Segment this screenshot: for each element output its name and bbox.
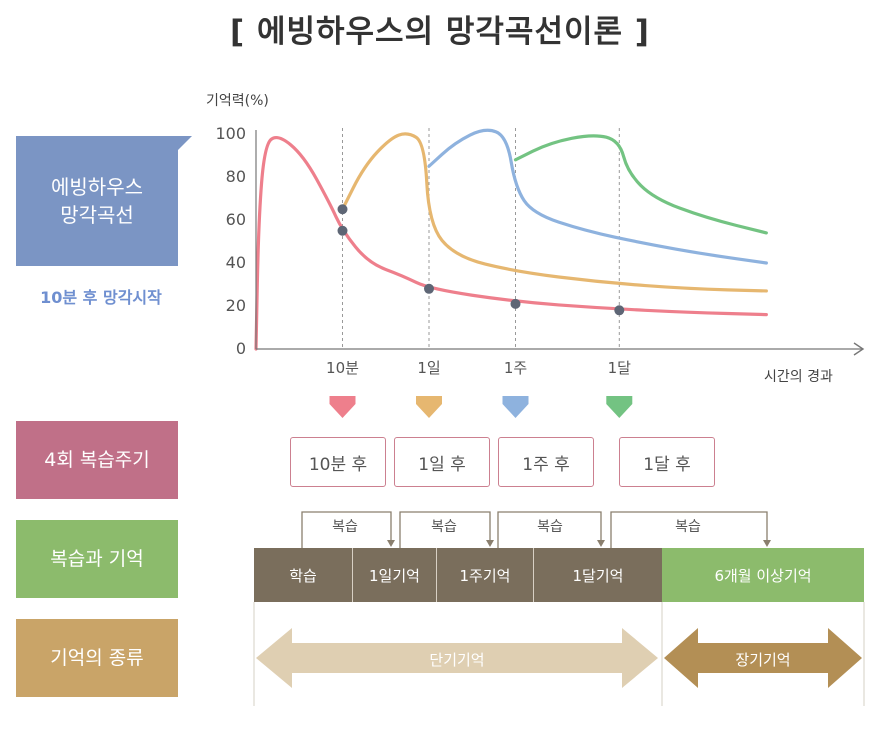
x-axis-arrowhead (853, 342, 865, 356)
review-marker-1 (416, 396, 442, 418)
review-marker-3 (606, 396, 633, 418)
y-tick-label: 40 (225, 253, 246, 272)
side-label-curve-line2: 망각곡선 (60, 203, 134, 227)
short-term-label: 단기기억 (429, 651, 485, 669)
review-box-1day: 1일 후 (394, 437, 490, 487)
review-dot-3 (510, 298, 521, 309)
series-line-1 (340, 132, 768, 293)
x-tick-label: 1일 (417, 359, 441, 377)
x-axis-label: 시간의 경과 (764, 369, 833, 385)
y-tick-label: 100 (215, 124, 246, 143)
y-axis-label: 기억력(%) (206, 93, 269, 109)
short-term-arrow (256, 628, 658, 688)
review-label-3: 복습 (537, 519, 563, 535)
segment-1day: 1일기억 (352, 548, 436, 602)
forgetting-start-note: 10분 후 망각시작 (40, 288, 162, 307)
review-box-1month: 1달 후 (619, 437, 715, 487)
y-tick-label: 0 (235, 339, 246, 358)
review-dot-1 (337, 225, 348, 236)
review-label-4: 복습 (675, 519, 701, 535)
page-title: [ 에빙하우스의 망각곡선이론 ] (230, 14, 650, 50)
review-label-2: 복습 (431, 519, 457, 535)
side-label-review-memory: 복습과 기억 (16, 520, 178, 598)
review-dot-2 (424, 283, 434, 294)
series-line-3 (513, 134, 768, 235)
review-dots (337, 204, 625, 316)
x-tick-label: 10분 (326, 359, 359, 377)
segment-6month-plus: 6개월 이상기억 (662, 548, 864, 602)
side-label-forgetting-curve: 에빙하우스 망각곡선 (16, 136, 192, 266)
review-label-1: 복습 (332, 519, 358, 535)
long-term-arrow (664, 628, 862, 688)
segment-1month: 1달기억 (533, 548, 662, 602)
long-term-label: 장기기억 (735, 651, 791, 669)
chart-series (254, 128, 768, 351)
y-tick-label: 60 (225, 210, 246, 229)
side-label-curve-line1: 에빙하우스 (51, 175, 143, 199)
side-label-memory-types: 기억의 종류 (16, 619, 178, 697)
review-dot-0 (337, 204, 348, 215)
y-tick-label: 80 (225, 167, 246, 186)
x-tick-label: 1주 (503, 359, 528, 377)
review-marker-0 (329, 396, 356, 418)
series-line-2 (427, 128, 768, 265)
review-box-10min: 10분 후 (290, 437, 386, 487)
y-tick-label: 20 (225, 296, 246, 315)
review-marker-2 (502, 396, 529, 418)
segment-1week: 1주기억 (436, 548, 533, 602)
chart-axes (255, 130, 865, 356)
series-line-0 (254, 136, 768, 351)
segment-learning: 학습 (254, 548, 352, 602)
side-label-review-cycle: 4회 복습주기 (16, 421, 178, 499)
x-tick-label: 1달 (607, 359, 631, 377)
review-box-1week: 1주 후 (498, 437, 594, 487)
review-dot-4 (614, 305, 625, 316)
